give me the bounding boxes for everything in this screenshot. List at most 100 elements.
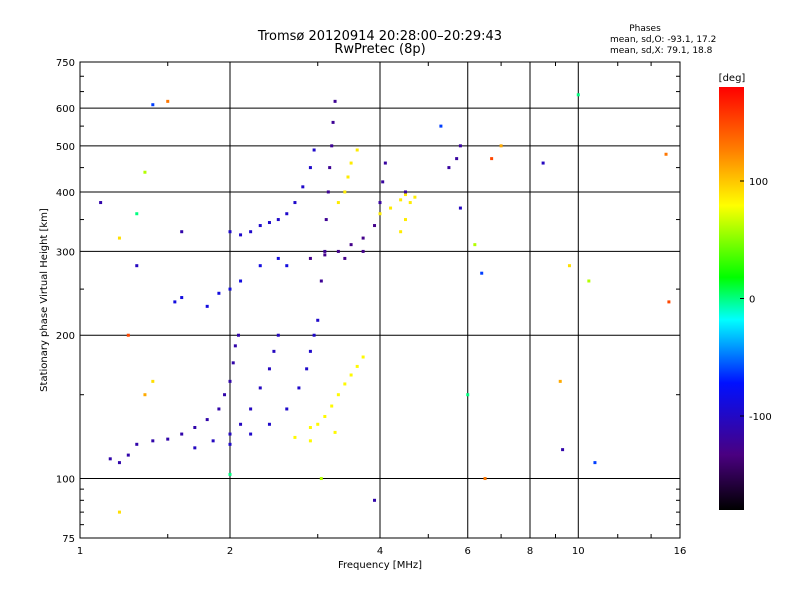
series-o-trace-low-2 bbox=[193, 333, 280, 450]
data-point bbox=[305, 367, 309, 371]
data-point bbox=[217, 291, 221, 295]
data-point bbox=[308, 439, 312, 443]
data-point bbox=[272, 349, 276, 353]
phases-stats-o: mean, sd,O: -93.1, 17.2 bbox=[610, 35, 716, 45]
data-point bbox=[466, 393, 470, 397]
data-point bbox=[258, 386, 262, 390]
y-tick-label: 75 bbox=[62, 534, 75, 545]
data-point bbox=[285, 264, 289, 268]
data-point bbox=[473, 243, 477, 247]
data-point bbox=[323, 253, 327, 257]
data-point bbox=[333, 99, 337, 103]
data-point bbox=[258, 224, 262, 228]
series-o-trace-f2-lower bbox=[228, 148, 316, 237]
data-point bbox=[361, 355, 365, 359]
data-point bbox=[173, 300, 177, 304]
data-point bbox=[326, 190, 330, 194]
data-point bbox=[293, 201, 297, 205]
data-point bbox=[228, 230, 232, 234]
data-point bbox=[336, 249, 340, 253]
data-point bbox=[323, 249, 327, 253]
data-point bbox=[587, 279, 591, 283]
data-point bbox=[349, 161, 353, 165]
data-point bbox=[328, 166, 332, 170]
data-point bbox=[336, 201, 340, 205]
data-point bbox=[480, 271, 484, 275]
data-point bbox=[117, 461, 121, 465]
data-point bbox=[324, 218, 328, 222]
data-point bbox=[239, 279, 243, 283]
data-point bbox=[664, 152, 668, 156]
y-tick-label: 300 bbox=[56, 247, 75, 258]
plot-area bbox=[79, 61, 681, 539]
data-point bbox=[285, 407, 289, 411]
data-point bbox=[205, 304, 209, 308]
x-tick-label: 2 bbox=[227, 546, 233, 557]
data-point bbox=[312, 148, 316, 152]
data-point bbox=[558, 379, 562, 383]
data-point bbox=[343, 256, 347, 260]
data-point bbox=[399, 198, 403, 202]
series-scatter bbox=[99, 93, 671, 514]
data-point bbox=[249, 230, 253, 234]
data-point bbox=[135, 212, 139, 216]
data-point bbox=[276, 333, 280, 337]
x-tick-label: 4 bbox=[377, 546, 383, 557]
chart-title: Tromsø 20120914 20:28:00–20:29:43 bbox=[257, 29, 502, 44]
data-point bbox=[541, 161, 545, 165]
data-point bbox=[267, 221, 271, 225]
data-point bbox=[576, 93, 580, 97]
data-point bbox=[308, 166, 312, 170]
data-point bbox=[355, 148, 359, 152]
data-point bbox=[117, 510, 121, 514]
data-point bbox=[297, 386, 301, 390]
data-point bbox=[193, 446, 197, 450]
data-point bbox=[330, 404, 334, 408]
data-point bbox=[361, 249, 365, 253]
data-point bbox=[231, 361, 235, 365]
data-point bbox=[249, 432, 253, 436]
data-point bbox=[455, 157, 459, 161]
data-point bbox=[126, 453, 130, 457]
y-axis-label: Stationary phase Virtual Height [km] bbox=[39, 208, 50, 392]
data-point bbox=[403, 218, 407, 222]
data-point bbox=[228, 379, 232, 383]
data-point bbox=[349, 243, 353, 247]
y-tick-label: 600 bbox=[56, 104, 75, 115]
data-point bbox=[331, 120, 335, 124]
y-tick-label: 400 bbox=[56, 188, 75, 199]
data-point bbox=[217, 407, 221, 411]
data-point bbox=[561, 448, 565, 452]
data-point bbox=[308, 256, 312, 260]
data-point bbox=[330, 144, 334, 148]
data-point bbox=[403, 193, 407, 197]
axes: 1 2 4 6 8 10 16 75 100 200 300 400 500 600 750 bbox=[56, 58, 686, 557]
series-o-trace-mid bbox=[173, 256, 289, 308]
data-point bbox=[151, 439, 155, 443]
data-point bbox=[267, 367, 271, 371]
data-point bbox=[408, 201, 412, 205]
data-point bbox=[403, 190, 407, 194]
data-point bbox=[343, 382, 347, 386]
data-point bbox=[236, 333, 240, 337]
data-point bbox=[205, 418, 209, 422]
series-o-trace-f2-vertical bbox=[319, 99, 337, 283]
data-point bbox=[99, 201, 103, 205]
data-point bbox=[151, 379, 155, 383]
series-x-trace-low bbox=[293, 355, 365, 443]
data-point bbox=[223, 393, 227, 397]
series-o-trace-low-3 bbox=[228, 318, 320, 446]
data-point bbox=[378, 212, 382, 216]
data-point bbox=[180, 296, 184, 300]
data-point bbox=[301, 185, 305, 189]
series-x-trace-f2 bbox=[336, 148, 417, 234]
data-point bbox=[276, 256, 280, 260]
series-o-trace-low-e-f1- bbox=[108, 333, 240, 465]
data-point bbox=[447, 166, 451, 170]
data-point bbox=[323, 414, 327, 418]
data-point bbox=[381, 180, 385, 184]
data-point bbox=[319, 279, 323, 283]
x-axis-label: Frequency [MHz] bbox=[338, 560, 422, 571]
data-point bbox=[228, 432, 232, 436]
